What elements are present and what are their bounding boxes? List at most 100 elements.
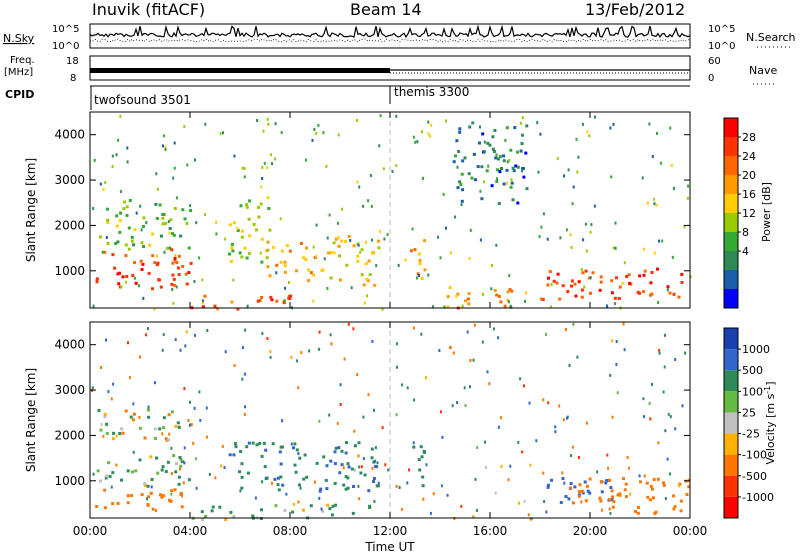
data-cell <box>347 235 351 238</box>
data-cell <box>540 225 543 229</box>
freq-right-tick-bottom: 0 <box>708 73 714 84</box>
data-cell <box>521 169 523 173</box>
data-cell <box>502 154 506 158</box>
data-cell <box>162 494 166 498</box>
data-cell <box>387 468 390 472</box>
data-cell <box>400 507 403 511</box>
data-cell <box>446 295 450 299</box>
data-cell <box>494 491 497 495</box>
data-cell <box>614 302 616 306</box>
data-cell <box>233 442 237 446</box>
data-cell <box>279 475 283 479</box>
data-cell <box>412 326 415 330</box>
data-cell <box>163 250 166 254</box>
colorbar-swatch <box>724 433 738 455</box>
data-cell <box>312 245 315 249</box>
data-cell <box>439 256 442 260</box>
data-cell <box>627 273 631 277</box>
data-cell <box>168 246 172 250</box>
data-cell <box>563 174 566 178</box>
data-cell <box>179 467 181 471</box>
noise-left-label: N.Sky <box>3 32 35 45</box>
data-cell <box>573 485 577 489</box>
data-cell <box>143 484 147 487</box>
data-cell <box>116 272 120 276</box>
data-cell <box>240 229 244 233</box>
data-cell <box>636 290 640 294</box>
data-cell <box>353 444 357 448</box>
data-cell <box>172 233 176 237</box>
data-cell <box>629 492 632 496</box>
data-cell <box>269 295 273 299</box>
data-cell <box>452 351 455 355</box>
data-cell <box>508 158 511 162</box>
colorbar-swatch <box>724 270 738 289</box>
data-cell <box>105 432 109 435</box>
data-cell <box>146 408 150 412</box>
data-cell <box>456 292 460 296</box>
data-cell <box>334 237 338 241</box>
data-cell <box>93 158 96 162</box>
data-cell <box>586 421 588 425</box>
data-cell <box>147 271 151 275</box>
data-cell <box>128 376 131 380</box>
data-cell <box>395 114 398 118</box>
data-cell <box>356 373 359 376</box>
data-cell <box>506 290 510 294</box>
data-cell <box>416 276 418 280</box>
data-cell <box>266 196 270 200</box>
data-cell <box>656 131 658 135</box>
data-cell <box>240 255 244 259</box>
data-cell <box>329 333 332 337</box>
data-cell <box>497 294 501 298</box>
colorbar-tick-label: -25 <box>742 428 760 441</box>
data-cell <box>161 216 165 220</box>
data-cell <box>456 165 459 169</box>
data-cell <box>294 470 298 474</box>
data-cell <box>105 422 109 426</box>
data-cell <box>642 397 645 401</box>
data-cell <box>577 155 580 159</box>
data-cell <box>240 462 244 466</box>
data-cell <box>556 272 560 276</box>
nave-label: Nave <box>749 64 777 77</box>
data-cell <box>110 397 113 401</box>
data-cell <box>193 406 196 410</box>
data-cell <box>374 446 377 450</box>
data-cell <box>342 466 345 470</box>
data-cell <box>562 418 565 422</box>
data-cell <box>460 199 464 203</box>
colorbar-tick-label: 25 <box>742 406 756 419</box>
data-cell <box>338 278 342 282</box>
data-cell <box>181 264 185 268</box>
data-cell <box>458 127 462 131</box>
data-cell <box>248 234 252 238</box>
data-cell <box>131 418 135 422</box>
data-cell <box>185 221 189 225</box>
colorbar-swatch <box>724 289 738 308</box>
data-cell <box>299 486 302 490</box>
data-cell <box>358 185 361 189</box>
data-cell <box>519 149 523 153</box>
data-cell <box>370 447 374 451</box>
data-cell <box>653 197 656 201</box>
data-cell <box>484 466 487 469</box>
data-cell <box>338 471 342 475</box>
data-cell <box>612 500 616 504</box>
data-cell <box>283 299 286 303</box>
data-cell <box>481 340 484 344</box>
data-cell <box>300 351 303 355</box>
data-cell <box>154 202 158 206</box>
data-cell <box>469 385 471 389</box>
data-cell <box>508 288 512 291</box>
data-cell <box>302 508 305 512</box>
data-cell <box>662 390 665 394</box>
data-cell <box>183 461 186 465</box>
data-cell <box>668 291 672 295</box>
data-cell <box>119 211 123 215</box>
data-cell <box>325 164 328 168</box>
data-cell <box>507 300 510 304</box>
data-cell <box>103 412 107 416</box>
data-cell <box>449 251 452 255</box>
data-cell <box>598 288 602 292</box>
